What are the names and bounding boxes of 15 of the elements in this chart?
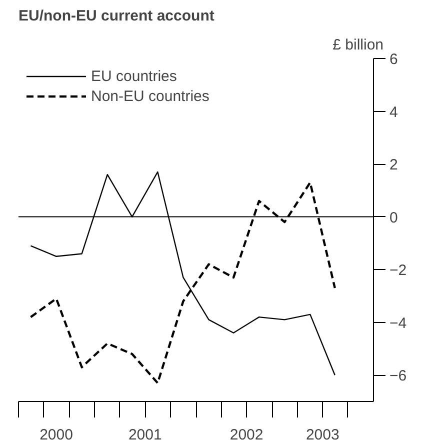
- x-tick-label: 2001: [128, 426, 162, 442]
- y-tick-label: −2: [390, 262, 407, 280]
- y-tick-label: −4: [390, 314, 407, 332]
- y-tick-label: 2: [390, 156, 398, 174]
- x-tick-label: 2003: [306, 426, 340, 442]
- x-tick-label: 2002: [230, 426, 264, 442]
- y-axis-title: £ billion: [332, 36, 384, 54]
- x-tick-label: 2000: [40, 426, 73, 442]
- legend-label: EU countries: [91, 68, 177, 84]
- y-tick-label: 4: [390, 104, 398, 121]
- y-tick-label: −6: [390, 368, 407, 385]
- y-tick-label: 0: [390, 209, 398, 226]
- legend-label: Non-EU countries: [91, 88, 210, 104]
- chart-title: EU/non-EU current account: [18, 8, 214, 24]
- y-tick-label: 6: [390, 51, 398, 68]
